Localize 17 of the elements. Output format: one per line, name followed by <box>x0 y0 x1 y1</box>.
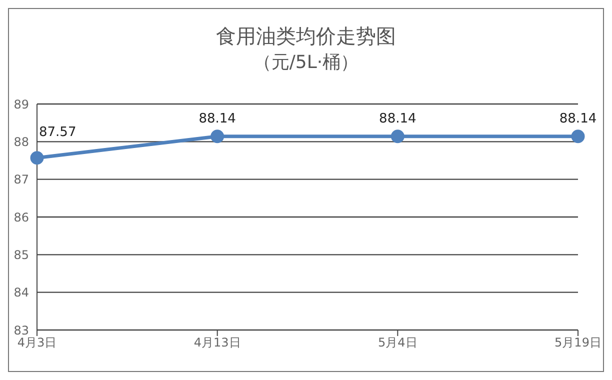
y-tick-label: 84 <box>14 286 29 300</box>
y-tick-label: 83 <box>14 323 29 338</box>
y-tick-label: 89 <box>14 97 29 112</box>
y-tick-label: 87 <box>14 172 29 187</box>
chart-title: 食用油类均价走势图 <box>215 23 397 49</box>
y-tick-label: 88 <box>14 134 29 149</box>
x-tick-label: 4月3日 <box>17 336 57 350</box>
x-tick-label: 4月13日 <box>194 336 241 350</box>
y-tick-label: 86 <box>14 210 29 224</box>
data-label: 88.14 <box>198 111 236 126</box>
y-tick-label: 85 <box>14 248 29 262</box>
x-tick-label: 5月4日 <box>378 336 418 350</box>
chart-subtitle: （元/5L·桶） <box>252 51 360 75</box>
x-tick-label: 5月19日 <box>554 336 602 350</box>
data-label: 87.57 <box>39 124 76 140</box>
data-label: 88.14 <box>379 111 416 126</box>
data-label: 88.14 <box>559 111 597 126</box>
